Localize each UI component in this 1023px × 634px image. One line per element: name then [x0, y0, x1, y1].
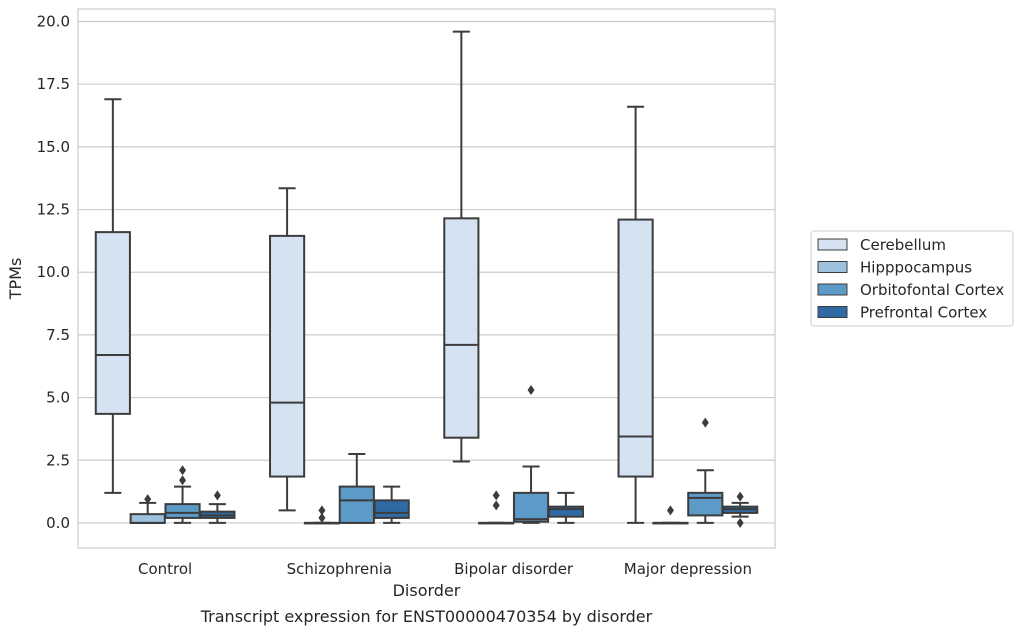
series-hipppocampus [129, 490, 689, 525]
box-major-depression-cerebellum [617, 105, 654, 524]
box-bipolar-disorder-cerebellum-body [443, 217, 480, 439]
box-schizophrenia-hipppocampus [303, 505, 341, 525]
x-tick-label-schizophrenia: Schizophrenia [287, 560, 392, 578]
box-major-depression-orbitofontal-cortex-body [687, 491, 724, 517]
box-major-depression-prefrontal-cortex [722, 491, 759, 528]
x-axis-label: Disorder [393, 581, 461, 600]
box-schizophrenia-cerebellum [269, 187, 306, 512]
box-major-depression-cerebellum-body [617, 218, 654, 478]
box-schizophrenia-prefrontal-cortex [373, 485, 410, 524]
box-control-prefrontal-cortex [199, 490, 236, 524]
legend-label-cerebellum: Cerebellum [860, 236, 946, 254]
box-control-orbitofontal-cortex-outlier-0 [179, 475, 187, 486]
box-bipolar-disorder-hipppocampus-outlier-1 [492, 490, 500, 501]
legend-swatch-orbitofontal-cortex [817, 283, 848, 296]
box-major-depression-hipppocampus-outlier-0 [666, 505, 674, 516]
box-major-depression-hipppocampus [652, 505, 689, 525]
box-control-hipppocampus [129, 494, 166, 524]
legend-label-hipppocampus: Hipppocampus [860, 259, 972, 277]
y-tick-label-0: 0.0 [46, 514, 70, 532]
legend-swatch-prefrontal-cortex [817, 306, 848, 318]
box-major-depression-orbitofontal-cortex-outlier-0 [701, 417, 709, 428]
box-schizophrenia-cerebellum-body [269, 234, 306, 478]
chart-caption: Transcript expression for ENST0000047035… [200, 607, 653, 626]
series-orbitofontal-cortex [164, 385, 724, 524]
box-major-depression-prefrontal-cortex-outlier-1 [736, 491, 744, 502]
grid-lines [78, 20, 775, 524]
box-control-hipppocampus-body [129, 513, 166, 524]
plot-frame [77, 8, 776, 549]
legend-swatch-cerebellum [817, 238, 848, 251]
box-bipolar-disorder-orbitofontal-cortex-outlier-0 [527, 385, 535, 396]
y-axis-label: TPMs [6, 258, 25, 301]
legend-swatch-hipppocampus [817, 261, 848, 273]
x-tick-label-bipolar-disorder: Bipolar disorder [454, 560, 574, 578]
legend-label-prefrontal-cortex: Prefrontal Cortex [860, 304, 987, 322]
box-control-cerebellum [94, 98, 131, 494]
box-control-orbitofontal-cortex-outlier-1 [179, 465, 187, 476]
box-bipolar-disorder-prefrontal-cortex [547, 491, 584, 524]
box-bipolar-disorder-hipppocampus [478, 490, 515, 525]
box-bipolar-disorder-prefrontal-cortex-body [547, 505, 584, 518]
y-tick-label-4: 10.0 [37, 263, 70, 281]
box-schizophrenia-hipppocampus-outlier-0 [318, 512, 326, 523]
box-schizophrenia-hipppocampus-outlier-1 [318, 505, 326, 516]
y-tick-label-7: 17.5 [37, 75, 70, 93]
x-tick-label-major-depression: Major depression [624, 560, 752, 578]
box-plot-series [94, 30, 759, 528]
box-schizophrenia-prefrontal-cortex-body [373, 499, 410, 519]
legend-label-orbitofontal-cortex: Orbitofontal Cortex [860, 281, 1004, 299]
box-bipolar-disorder-orbitofontal-cortex [512, 385, 550, 524]
box-major-depression-orbitofontal-cortex [687, 417, 724, 524]
y-tick-labels: 0.0 2.5 5.0 7.5 10.0 12.5 15.0 17.5 20.0 [37, 13, 70, 532]
box-control-orbitofontal-cortex-body [164, 503, 201, 519]
box-control-cerebellum-body [94, 231, 131, 415]
y-tick-label-2: 5.0 [46, 389, 70, 407]
box-major-depression-prefrontal-cortex-outlier-0 [736, 517, 744, 528]
box-control-orbitofontal-cortex [164, 465, 201, 524]
box-schizophrenia-orbitofontal-cortex-body [338, 485, 375, 524]
legend-frame [810, 230, 1014, 327]
y-tick-label-6: 15.0 [37, 138, 70, 156]
box-bipolar-disorder-hipppocampus-outlier-0 [492, 500, 500, 511]
series-cerebellum [94, 30, 654, 524]
box-control-hipppocampus-outlier-0 [144, 494, 152, 505]
box-control-prefrontal-cortex-outlier-0 [213, 490, 221, 501]
box-bipolar-disorder-cerebellum [443, 30, 480, 463]
legend: Cerebellum Hipppocampus Orbitofontal Corte… [810, 230, 1014, 327]
y-tick-label-8: 20.0 [37, 13, 70, 31]
box-schizophrenia-orbitofontal-cortex [338, 452, 375, 524]
x-tick-labels: Control Schizophrenia Bipolar disorder Majo… [138, 560, 752, 578]
y-tick-label-1: 2.5 [46, 451, 70, 469]
y-tick-label-5: 12.5 [37, 201, 70, 219]
y-tick-label-3: 7.5 [46, 326, 70, 344]
box-bipolar-disorder-orbitofontal-cortex-body [512, 491, 550, 523]
series-prefrontal-cortex [199, 485, 759, 528]
x-tick-label-control: Control [138, 560, 192, 578]
